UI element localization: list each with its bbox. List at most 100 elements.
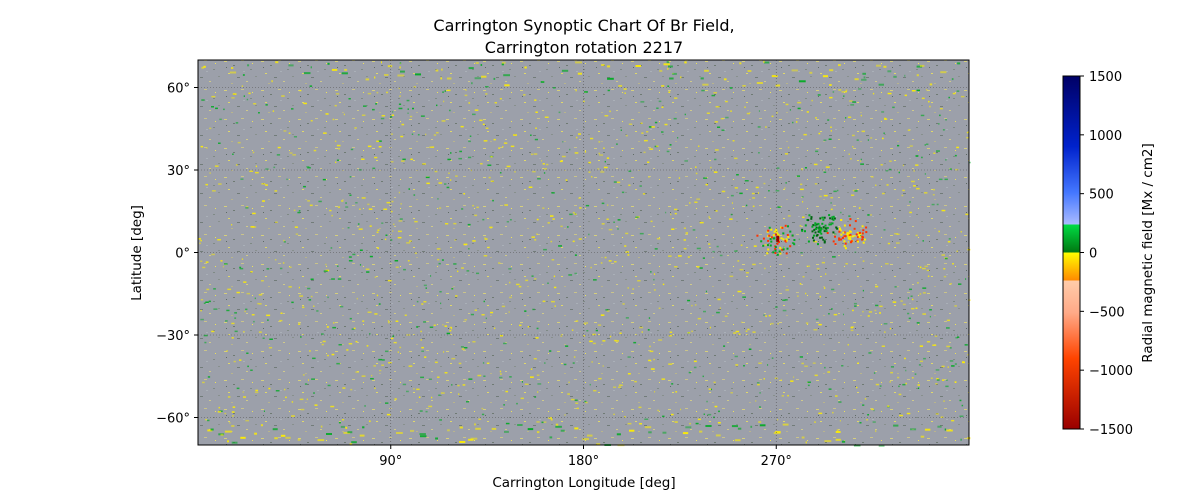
field-speckle <box>664 123 668 126</box>
field-speckle <box>537 178 541 180</box>
field-speckle <box>327 384 331 387</box>
field-speckle <box>744 180 749 182</box>
field-speckle <box>640 122 643 124</box>
field-speckle <box>259 303 262 305</box>
active-region-pixel <box>774 248 777 250</box>
field-speckle <box>307 287 311 290</box>
field-speckle <box>910 295 913 297</box>
field-speckle <box>482 218 485 221</box>
field-speckle <box>787 215 791 217</box>
field-speckle <box>926 143 929 145</box>
field-speckle <box>387 279 392 282</box>
field-speckle <box>897 376 900 379</box>
field-speckle <box>797 295 799 297</box>
field-speckle <box>799 188 804 191</box>
field-speckle <box>699 267 703 269</box>
field-speckle <box>695 422 699 425</box>
field-speckle <box>653 278 655 281</box>
field-speckle <box>603 166 608 169</box>
field-speckle <box>830 126 832 128</box>
field-speckle <box>841 91 846 93</box>
field-speckle <box>719 254 723 257</box>
field-speckle <box>848 116 852 118</box>
field-speckle <box>387 320 390 322</box>
field-speckle <box>361 114 366 116</box>
field-speckle <box>402 383 407 386</box>
field-speckle <box>725 116 729 119</box>
field-speckle <box>421 350 424 352</box>
field-speckle <box>429 326 434 328</box>
field-speckle <box>951 78 954 81</box>
field-speckle <box>742 296 746 298</box>
active-region-pixel <box>826 226 829 229</box>
field-speckle <box>799 283 802 285</box>
field-speckle <box>921 156 923 159</box>
field-speckle <box>830 208 833 211</box>
field-speckle <box>376 231 379 234</box>
field-speckle <box>898 171 900 174</box>
field-speckle <box>431 396 433 399</box>
field-speckle <box>421 346 424 349</box>
field-speckle <box>856 139 859 141</box>
field-speckle <box>669 144 672 146</box>
field-speckle <box>823 139 827 141</box>
field-speckle <box>572 362 575 364</box>
active-region-pixel <box>847 235 850 238</box>
field-speckle <box>406 242 411 244</box>
field-speckle <box>551 259 555 261</box>
field-speckle <box>601 223 605 225</box>
active-region-pixel <box>770 240 773 243</box>
field-speckle <box>487 164 492 166</box>
field-speckle <box>254 432 257 435</box>
field-speckle <box>735 330 740 333</box>
field-speckle <box>650 271 652 273</box>
field-speckle <box>709 326 711 329</box>
field-speckle <box>433 134 437 136</box>
field-speckle <box>852 134 855 137</box>
field-speckle <box>435 69 439 72</box>
field-speckle <box>569 148 571 151</box>
field-speckle <box>902 189 905 192</box>
field-speckle <box>880 164 883 166</box>
field-speckle <box>524 383 529 385</box>
field-speckle <box>374 76 376 79</box>
field-speckle <box>574 427 579 430</box>
field-speckle <box>310 66 312 69</box>
field-speckle <box>420 339 422 341</box>
field-speckle <box>468 102 471 104</box>
active-region-pixel <box>776 253 779 256</box>
field-speckle <box>375 103 377 105</box>
field-speckle <box>200 260 203 262</box>
field-speckle <box>200 145 204 148</box>
field-speckle <box>435 437 438 440</box>
field-speckle <box>374 387 376 390</box>
field-speckle <box>942 129 945 131</box>
active-region-pixel <box>782 238 785 241</box>
field-speckle <box>486 362 490 364</box>
field-speckle <box>300 336 302 338</box>
field-speckle <box>247 365 249 368</box>
field-speckle <box>311 378 315 380</box>
field-speckle <box>355 202 358 204</box>
field-speckle <box>714 121 718 123</box>
field-speckle <box>483 300 485 303</box>
field-speckle <box>874 309 877 312</box>
field-speckle <box>430 275 432 277</box>
active-region-pixel <box>832 231 835 234</box>
field-speckle <box>790 380 794 382</box>
y-tick-label: −60° <box>156 412 190 427</box>
field-speckle <box>870 214 872 216</box>
field-speckle <box>931 203 935 206</box>
field-speckle <box>887 70 892 73</box>
field-speckle <box>691 304 693 307</box>
field-speckle <box>929 315 931 318</box>
active-region-pixel <box>859 233 862 236</box>
field-speckle <box>337 278 342 280</box>
active-region-pixel <box>773 237 776 240</box>
field-speckle <box>785 103 789 106</box>
field-speckle <box>438 207 442 209</box>
field-speckle <box>400 135 404 138</box>
field-speckle <box>246 292 251 295</box>
active-region-pixel <box>815 226 818 229</box>
field-speckle <box>721 190 726 193</box>
